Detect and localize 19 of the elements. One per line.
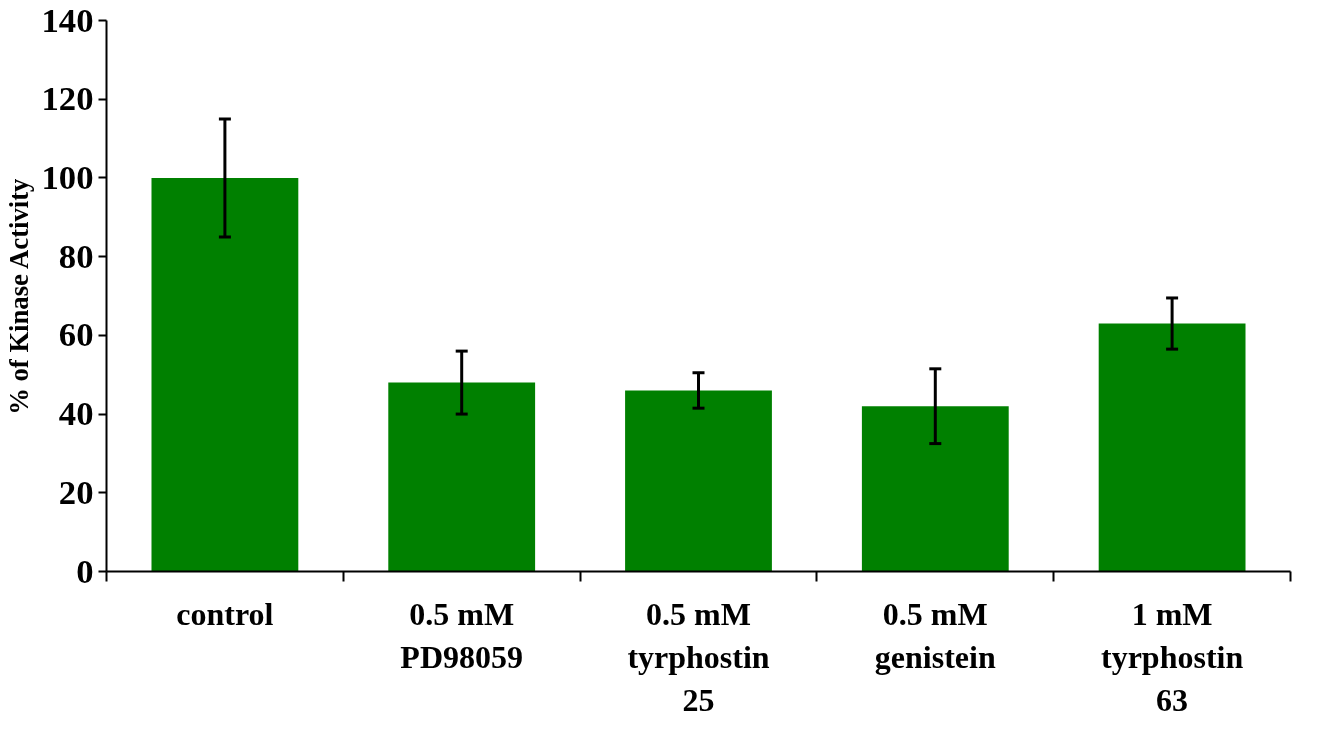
y-tick-label: 60	[58, 315, 94, 354]
bar	[388, 382, 536, 572]
bar	[625, 390, 772, 572]
x-tick-label: 0.5 mM genistein	[874, 595, 996, 675]
y-axis-title: % of Kinase Activity	[3, 177, 34, 415]
y-tick-label: 140	[41, 0, 94, 39]
y-tick-label: 20	[58, 472, 94, 511]
y-tick-label: 100	[41, 157, 94, 196]
x-tick-label: 0.5 mM tyrphostin 25	[627, 595, 770, 718]
x-tick-label: 0.5 mM PD98059	[400, 595, 524, 675]
y-tick-label: 0	[76, 551, 94, 590]
y-tick-label: 80	[58, 236, 94, 275]
y-tick-label: 120	[41, 79, 94, 118]
y-tick-label: 40	[58, 394, 94, 433]
x-tick-label: control	[176, 595, 274, 632]
bar	[1098, 323, 1246, 572]
x-tick-label: 1 mM tyrphostin 63	[1100, 595, 1244, 718]
bar	[861, 406, 1009, 572]
bar	[151, 177, 299, 572]
